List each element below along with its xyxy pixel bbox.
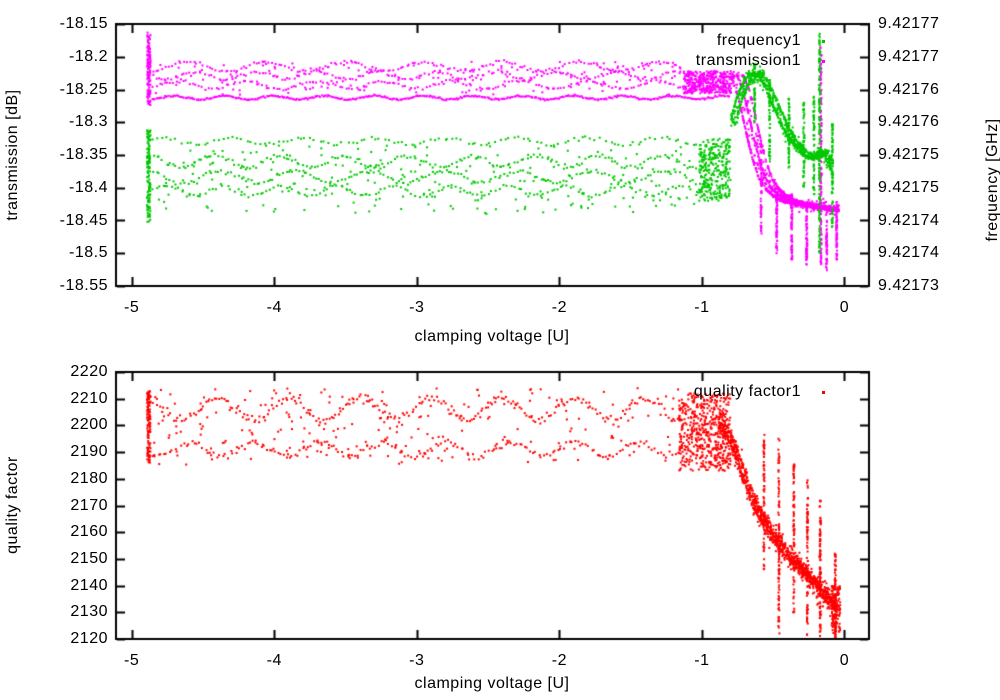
y2-tick-label: 9.42174 (878, 211, 940, 229)
bottom-y-axis-title: quality factor (4, 456, 21, 554)
y-tick-label: 2160 (70, 523, 108, 541)
top-x-axis-title: clamping voltage [U] (414, 328, 570, 345)
legend-label-quality-factor1: quality factor1 (693, 383, 801, 400)
y-tick-label: -18.3 (69, 113, 108, 131)
x-tick-label: -1 (694, 652, 710, 669)
x-tick-label: -5 (124, 299, 140, 316)
x-tick-label: -4 (266, 299, 282, 316)
y-tick-label: 2210 (70, 389, 108, 407)
x-tick-label: -2 (551, 299, 567, 316)
x-tick-label: -3 (409, 299, 425, 316)
y2-tick-label: 9.42174 (878, 244, 940, 262)
y2-tick-label: 9.42175 (878, 178, 940, 196)
legend-sample-quality-factor1 (801, 382, 845, 402)
y2-tick-label: 9.42175 (878, 146, 940, 163)
y-tick-label: 2180 (70, 469, 108, 487)
y2-tick-label: 9.42176 (878, 80, 940, 98)
point-marker-icon (821, 39, 825, 43)
x-tick-label: -1 (694, 299, 710, 316)
legend-label-transmission1: transmission1 (695, 52, 801, 69)
y2-tick-label: 9.42177 (878, 15, 940, 32)
x-tick-label: -4 (266, 652, 282, 669)
legend-entry-quality-factor1: quality factor1 (694, 382, 845, 402)
y-tick-label: 2220 (70, 363, 108, 380)
y-tick-label: -18.35 (59, 146, 108, 163)
legend-entry-frequency1: frequency1 (717, 31, 845, 51)
bottom-x-axis-title: clamping voltage [U] (414, 675, 570, 692)
y-tick-label: 2170 (70, 496, 108, 514)
y2-tick-label: 9.42177 (878, 47, 940, 65)
y-tick-label: 2140 (70, 576, 108, 594)
x-tick-label: -3 (409, 652, 425, 669)
y-tick-label: 2130 (70, 603, 108, 621)
top-y-axis-title: transmission [dB] (4, 89, 21, 221)
point-marker-icon (821, 59, 825, 63)
legend-entry-transmission1: transmission1 (696, 51, 845, 71)
y-tick-label: -18.45 (59, 211, 108, 229)
y-tick-label: 2120 (70, 630, 108, 647)
y2-tick-label: 9.42173 (878, 277, 940, 294)
x-tick-label: 0 (839, 652, 850, 669)
legend-sample-frequency1 (801, 31, 845, 51)
y-tick-label: -18.2 (69, 47, 108, 65)
top-y2-axis-title: frequency [GHz] (984, 118, 1000, 242)
y-tick-label: 2200 (70, 416, 108, 434)
y-tick-label: -18.5 (69, 244, 108, 262)
y-tick-label: -18.15 (59, 15, 108, 32)
y-tick-label: -18.4 (69, 178, 108, 196)
legend-sample-transmission1 (801, 51, 845, 71)
point-marker-icon (821, 390, 825, 394)
legend-label-frequency1: frequency1 (716, 32, 801, 49)
y-tick-label: 2190 (70, 443, 108, 461)
y-tick-label: -18.25 (59, 80, 108, 98)
x-tick-label: -2 (551, 652, 567, 669)
y2-tick-label: 9.42176 (878, 113, 940, 131)
y-tick-label: -18.55 (59, 277, 108, 294)
x-tick-label: 0 (839, 299, 850, 316)
y-tick-label: 2150 (70, 549, 108, 567)
x-tick-label: -5 (124, 652, 140, 669)
